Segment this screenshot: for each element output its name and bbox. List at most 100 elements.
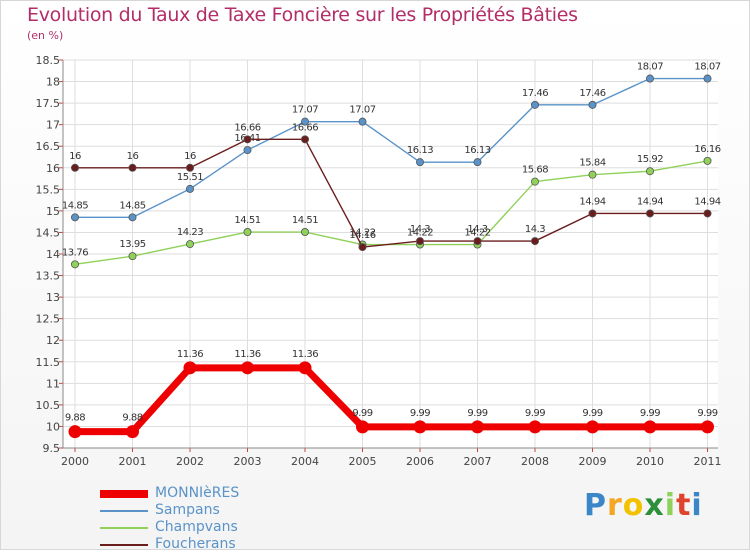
legend-item: Sampans <box>100 502 320 519</box>
data-label-sampans: 14.85 <box>62 200 88 211</box>
y-tick-label: 10 <box>46 420 60 433</box>
data-point-sampans <box>646 74 655 83</box>
data-point-foucherans <box>703 209 712 218</box>
legend-swatch <box>100 526 148 529</box>
data-point-foucherans <box>300 135 309 144</box>
y-tick-label: 16 <box>46 162 60 175</box>
x-tick-label: 2006 <box>406 455 434 468</box>
data-label-champvans: 13.95 <box>119 239 145 250</box>
proxiti-logo: Proxiti <box>584 488 703 523</box>
series-line-sampans <box>75 77 708 219</box>
data-label-monni-res: 9.99 <box>640 408 660 419</box>
data-point-sampans <box>703 74 712 83</box>
data-label-monni-res: 11.36 <box>292 349 318 360</box>
legend-swatch <box>100 489 148 498</box>
data-point-monni-res <box>643 420 657 434</box>
data-label-sampans: 15.51 <box>177 172 203 183</box>
logo-letter: i <box>691 488 703 523</box>
data-point-monni-res <box>528 420 542 434</box>
series-line-foucherans <box>75 138 708 248</box>
data-label-foucherans: 14.3 <box>525 224 545 235</box>
logo-letter: o <box>622 488 645 523</box>
y-tick-label: 14.5 <box>36 226 61 239</box>
data-label-foucherans: 14.16 <box>349 230 375 241</box>
data-point-sampans <box>588 100 597 109</box>
data-label-champvans: 14.22 <box>464 228 490 239</box>
data-label-foucherans: 14.94 <box>579 196 605 207</box>
data-point-foucherans <box>531 237 540 246</box>
logo-letter: P <box>584 488 607 523</box>
data-point-foucherans <box>243 135 252 144</box>
legend-item: MONNIèRES <box>100 485 320 502</box>
data-label-foucherans: 16 <box>69 151 81 162</box>
data-label-champvans: 16.16 <box>694 144 720 155</box>
chart-title: Evolution du Taux de Taxe Foncière sur l… <box>27 4 578 26</box>
data-point-foucherans <box>646 209 655 218</box>
data-point-monni-res <box>298 361 312 375</box>
y-tick-label: 15 <box>46 205 60 218</box>
data-point-champvans <box>646 167 655 176</box>
data-label-monni-res: 9.88 <box>65 413 85 424</box>
data-point-foucherans <box>473 237 482 246</box>
y-tick-label: 9.5 <box>43 442 61 455</box>
data-point-foucherans <box>71 163 80 172</box>
data-label-foucherans: 14.94 <box>637 196 663 207</box>
data-label-monni-res: 9.99 <box>697 408 717 419</box>
x-tick-label: 2000 <box>61 455 89 468</box>
data-point-sampans <box>358 117 367 126</box>
data-point-champvans <box>185 240 194 249</box>
y-tick-label: 17 <box>46 119 60 132</box>
y-tick-label: 15.5 <box>36 183 61 196</box>
data-point-champvans <box>300 228 309 237</box>
data-point-foucherans <box>415 237 424 246</box>
data-label-monni-res: 9.88 <box>122 413 142 424</box>
data-label-champvans: 14.23 <box>177 227 203 238</box>
data-point-champvans <box>531 177 540 186</box>
y-tick-label: 11.5 <box>36 356 61 369</box>
data-label-foucherans: 16 <box>184 151 196 162</box>
y-tick-label: 18 <box>46 76 60 89</box>
data-point-monni-res <box>413 420 427 434</box>
y-tick-label: 17.5 <box>36 97 61 110</box>
unit-label: (en %) <box>27 29 64 42</box>
data-point-sampans <box>300 117 309 126</box>
legend-item: Champvans <box>100 519 320 536</box>
data-label-monni-res: 11.36 <box>234 349 260 360</box>
legend-item: Foucherans <box>100 536 320 553</box>
x-tick-label: 2011 <box>694 455 722 468</box>
data-label-foucherans: 14.94 <box>694 196 720 207</box>
logo-letter: i <box>664 488 677 523</box>
data-label-sampans: 17.07 <box>349 105 375 116</box>
y-tick-label: 12 <box>46 334 60 347</box>
data-point-sampans <box>415 158 424 167</box>
x-tick-label: 2010 <box>636 455 664 468</box>
y-tick-label: 11 <box>46 377 60 390</box>
data-point-sampans <box>473 158 482 167</box>
y-tick-label: 12.5 <box>36 313 61 326</box>
data-label-sampans: 18.07 <box>694 62 720 73</box>
logo-letter: x <box>644 488 665 523</box>
legend-label: Foucherans <box>155 536 236 552</box>
legend-swatch <box>100 543 148 546</box>
x-tick-label: 2008 <box>521 455 549 468</box>
data-label-champvans: 13.76 <box>62 247 88 258</box>
data-label-foucherans: 16.66 <box>234 122 260 133</box>
x-tick-label: 2002 <box>176 455 204 468</box>
data-label-monni-res: 11.36 <box>177 349 203 360</box>
data-label-champvans: 15.92 <box>637 154 663 165</box>
data-label-monni-res: 9.99 <box>525 408 545 419</box>
data-point-sampans <box>243 146 252 155</box>
legend-label: Sampans <box>155 502 220 518</box>
x-tick-label: 2007 <box>464 455 492 468</box>
data-point-champvans <box>71 260 80 269</box>
x-tick-label: 2004 <box>291 455 319 468</box>
data-point-monni-res <box>68 425 82 439</box>
data-label-sampans: 16.13 <box>464 145 490 156</box>
y-tick-label: 14 <box>46 248 60 261</box>
y-tick-label: 13 <box>46 291 60 304</box>
x-tick-label: 2005 <box>349 455 377 468</box>
x-tick-label: 2009 <box>579 455 607 468</box>
data-label-champvans: 15.84 <box>579 158 605 169</box>
data-label-monni-res: 9.99 <box>410 408 430 419</box>
data-point-monni-res <box>356 420 369 434</box>
